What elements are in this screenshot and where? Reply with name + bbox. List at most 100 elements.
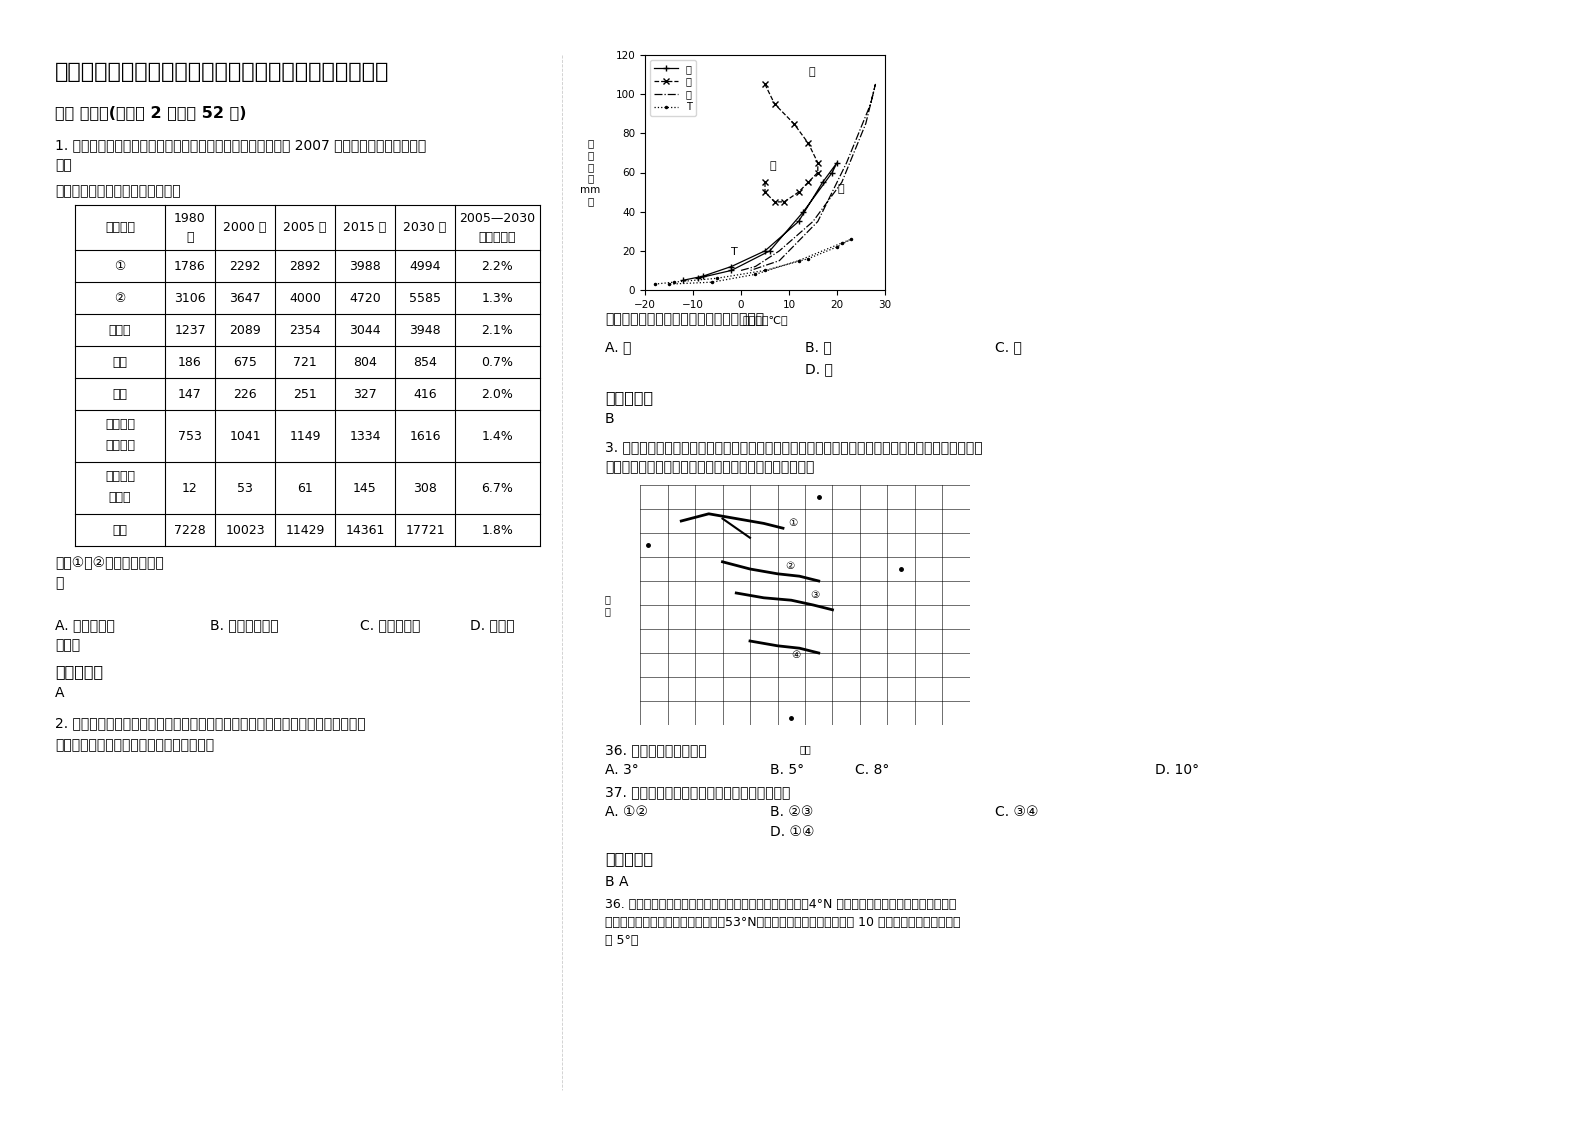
Text: B. 5°: B. 5° bbox=[770, 763, 805, 778]
Text: 675: 675 bbox=[233, 356, 257, 368]
Text: C. 8°: C. 8° bbox=[855, 763, 889, 778]
Text: A. 3°: A. 3° bbox=[605, 763, 638, 778]
丙 bbox=[867, 77, 886, 91]
乙 bbox=[798, 175, 817, 188]
丙 bbox=[836, 156, 855, 169]
甲 bbox=[794, 205, 813, 219]
Text: 145: 145 bbox=[354, 481, 376, 495]
Text: B. 乙: B. 乙 bbox=[805, 340, 832, 355]
甲 bbox=[822, 166, 841, 180]
丙 bbox=[857, 117, 876, 130]
Text: 乙: 乙 bbox=[808, 66, 814, 76]
甲 bbox=[674, 274, 694, 287]
T bbox=[665, 275, 684, 288]
Text: 2292: 2292 bbox=[229, 259, 260, 273]
T bbox=[644, 277, 663, 291]
甲 bbox=[789, 214, 808, 228]
Text: B A: B A bbox=[605, 875, 628, 889]
Text: A: A bbox=[56, 686, 65, 700]
T bbox=[755, 264, 774, 277]
Text: ④: ④ bbox=[792, 650, 800, 660]
Text: 纬
度: 纬 度 bbox=[605, 595, 609, 616]
Text: 生物物质: 生物物质 bbox=[105, 419, 135, 431]
Text: ③: ③ bbox=[811, 590, 820, 600]
Text: 2892: 2892 bbox=[289, 259, 321, 273]
Text: 3106: 3106 bbox=[175, 292, 206, 304]
Text: 4720: 4720 bbox=[349, 292, 381, 304]
Text: 生能源: 生能源 bbox=[110, 490, 132, 504]
乙 bbox=[774, 195, 794, 209]
Text: B: B bbox=[605, 412, 614, 426]
Text: 1334: 1334 bbox=[349, 430, 381, 442]
Text: 甲: 甲 bbox=[836, 184, 844, 194]
Text: 7228: 7228 bbox=[175, 524, 206, 536]
Text: 2. 下图为四个地点的气候资料，图中各点代表该地月均温及月降水量，读下图回答: 2. 下图为四个地点的气候资料，图中各点代表该地月均温及月降水量，读下图回答 bbox=[56, 716, 365, 730]
X-axis label: 月均温（℃）: 月均温（℃） bbox=[743, 315, 787, 325]
丙 bbox=[862, 98, 881, 111]
Text: 2000 年: 2000 年 bbox=[224, 221, 267, 234]
丙 bbox=[770, 245, 789, 258]
Line: 丙: 丙 bbox=[741, 84, 876, 270]
Text: 721: 721 bbox=[294, 356, 317, 368]
Text: 温带海洋性气候最可能分布于下列哪个地点: 温带海洋性气候最可能分布于下列哪个地点 bbox=[605, 312, 763, 327]
Text: 土四至点（最东、最西、最北、最南）。读图回答小题。: 土四至点（最东、最西、最北、最南）。读图回答小题。 bbox=[605, 460, 814, 473]
Text: 5585: 5585 bbox=[409, 292, 441, 304]
T bbox=[832, 237, 851, 250]
乙 bbox=[798, 137, 817, 150]
Text: 1041: 1041 bbox=[229, 430, 260, 442]
乙 bbox=[789, 185, 808, 199]
Text: 1.3%: 1.3% bbox=[481, 292, 513, 304]
Text: 和废弃物: 和废弃物 bbox=[105, 439, 135, 452]
Text: 3647: 3647 bbox=[229, 292, 260, 304]
乙 bbox=[755, 175, 774, 188]
甲 bbox=[760, 245, 779, 258]
Text: 参考答案：: 参考答案： bbox=[605, 850, 654, 866]
甲 bbox=[722, 260, 741, 274]
Text: 漠河以北的黑龙江主航道中心线上（53°N）。图示最南端最北端与间隔 10 格，故判断纬线的间隔约: 漠河以北的黑龙江主航道中心线上（53°N）。图示最南端最北端与间隔 10 格，故… bbox=[605, 916, 960, 929]
Text: D. 丁: D. 丁 bbox=[805, 362, 833, 376]
Text: C. 石油、煤炭: C. 石油、煤炭 bbox=[360, 618, 421, 632]
T bbox=[827, 240, 846, 254]
Text: 14361: 14361 bbox=[346, 524, 384, 536]
Text: 1237: 1237 bbox=[175, 323, 206, 337]
Text: 147: 147 bbox=[178, 387, 202, 401]
Text: 36. 根据中国领土最南端在南海的南沙群岛中的曾母暗沙（4°N 附近），中国领土最北端在黑龙江省: 36. 根据中国领土最南端在南海的南沙群岛中的曾母暗沙（4°N 附近），中国领土… bbox=[605, 898, 957, 911]
Text: 参考答案：: 参考答案： bbox=[605, 390, 654, 405]
Text: 0.7%: 0.7% bbox=[481, 356, 514, 368]
Text: 1. 下表为世界对一次能源的需求量表（假定各国政府的政策从 2007 年年终起，开始不变）。: 1. 下表为世界对一次能源的需求量表（假定各国政府的政策从 2007 年年终起，… bbox=[56, 138, 427, 151]
Text: 世界能源需求表（百万吨标准油）: 世界能源需求表（百万吨标准油） bbox=[56, 184, 181, 197]
甲 bbox=[722, 264, 741, 277]
乙 bbox=[784, 117, 803, 130]
Text: B. ②③: B. ②③ bbox=[770, 804, 814, 819]
甲 bbox=[689, 272, 708, 285]
Text: 2005—2030: 2005—2030 bbox=[460, 212, 535, 226]
Legend: 甲, 乙, 丙, T: 甲, 乙, 丙, T bbox=[649, 59, 695, 117]
乙 bbox=[808, 166, 827, 180]
Text: 61: 61 bbox=[297, 481, 313, 495]
Text: 水电: 水电 bbox=[113, 387, 127, 401]
Text: 251: 251 bbox=[294, 387, 317, 401]
Text: 温带海洋性气候最可能分布于下列哪个地点: 温带海洋性气候最可能分布于下列哪个地点 bbox=[56, 738, 214, 752]
Text: 12: 12 bbox=[183, 481, 198, 495]
Text: 4994: 4994 bbox=[409, 259, 441, 273]
Text: ①: ① bbox=[789, 517, 798, 527]
Text: ②: ② bbox=[114, 292, 125, 304]
T bbox=[789, 254, 808, 267]
Text: 10023: 10023 bbox=[225, 524, 265, 536]
Text: 丙: 丙 bbox=[770, 160, 776, 171]
T bbox=[798, 252, 817, 266]
Text: 53: 53 bbox=[236, 481, 252, 495]
Text: B. 太阳能、风能: B. 太阳能、风能 bbox=[209, 618, 279, 632]
Text: 年均增长率: 年均增长率 bbox=[479, 231, 516, 243]
Text: 2030 年: 2030 年 bbox=[403, 221, 446, 234]
Text: D. ①④: D. ①④ bbox=[770, 825, 814, 839]
乙 bbox=[765, 195, 784, 209]
Text: ②: ② bbox=[786, 561, 795, 571]
Text: 6.7%: 6.7% bbox=[481, 481, 514, 495]
丙 bbox=[770, 254, 789, 267]
Text: 804: 804 bbox=[352, 356, 378, 368]
Text: 36. 经纬网的纬线间距为: 36. 经纬网的纬线间距为 bbox=[605, 743, 706, 757]
Text: 年: 年 bbox=[186, 231, 194, 243]
丙 bbox=[832, 175, 851, 188]
Text: 11429: 11429 bbox=[286, 524, 325, 536]
